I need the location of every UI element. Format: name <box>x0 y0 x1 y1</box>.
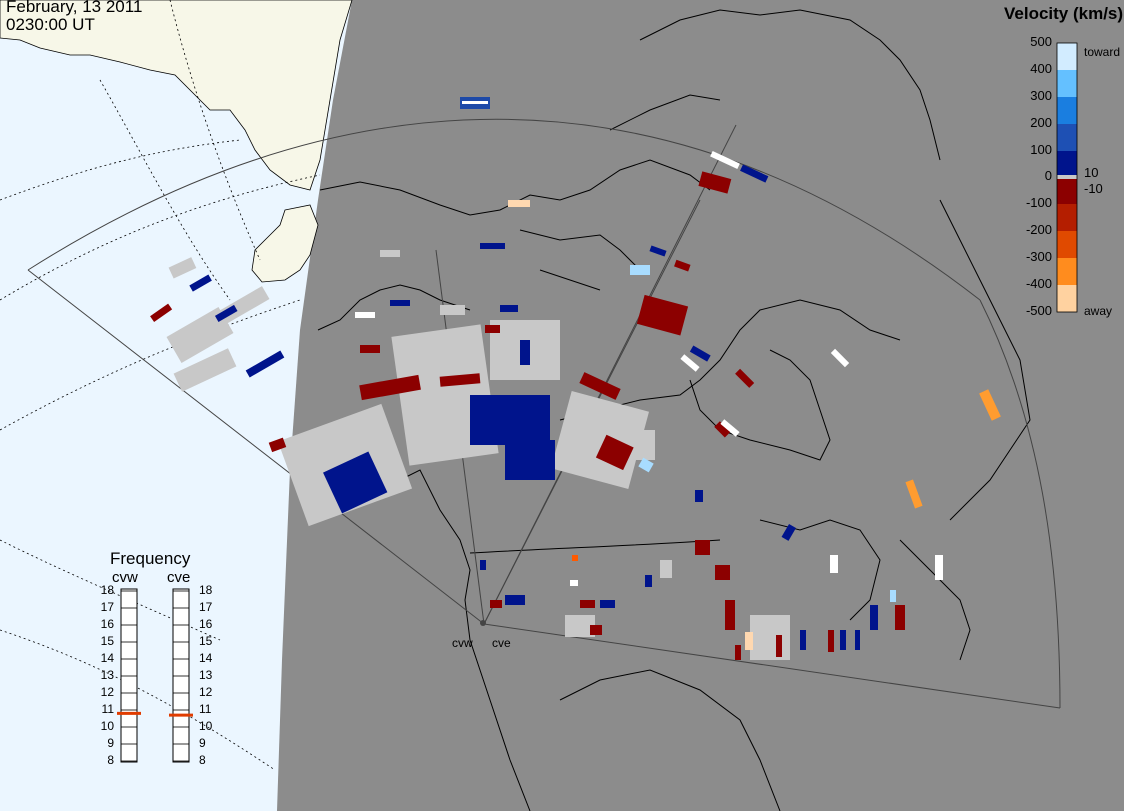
colorbar-tick: -500 <box>1025 303 1052 318</box>
colorbar-tick: -200 <box>1025 222 1052 237</box>
frequency-tick-label: 12 <box>100 685 114 699</box>
colorbar-inner-label: 10 <box>1084 165 1099 180</box>
colorbar-tick: 0 <box>1044 168 1052 183</box>
frequency-tick-label: 16 <box>100 617 114 631</box>
time-label: 0230:00 UT <box>6 15 95 34</box>
frequency-column-label: cve <box>167 569 191 586</box>
frequency-tick-label: 13 <box>199 668 213 682</box>
frequency-tick-label: 9 <box>199 736 206 750</box>
velocity-colorbar <box>1056 42 1078 313</box>
colorbar-tick: 500 <box>1030 34 1052 49</box>
colorbar-inner-label: -10 <box>1084 181 1103 196</box>
colorbar-tick: 400 <box>1030 61 1052 76</box>
frequency-tick-label: 14 <box>100 651 114 665</box>
colorbar-away-label: away <box>1084 304 1113 318</box>
colorbar-tick: -100 <box>1025 195 1052 210</box>
colorbar-tick: 200 <box>1030 115 1052 130</box>
frequency-tick-label: 11 <box>199 702 212 716</box>
field-of-view <box>27 118 1061 709</box>
coastlines <box>299 9 1031 811</box>
frequency-tick-label: 18 <box>100 583 114 597</box>
frequency-tick-label: 15 <box>199 634 213 648</box>
frequency-tick-label: 8 <box>107 753 114 767</box>
frequency-tick-label: 11 <box>101 702 114 716</box>
colorbar-tick: -300 <box>1025 249 1052 264</box>
colorbar-tick: 300 <box>1030 88 1052 103</box>
frequency-box-ticks <box>121 590 189 762</box>
frequency-tick-label: 10 <box>100 719 114 733</box>
frequency-tick-label: 18 <box>199 583 213 597</box>
colorbar-tick: 100 <box>1030 142 1052 157</box>
colorbar-title: Velocity (km/s) <box>1004 4 1124 23</box>
frequency-tick-label: 9 <box>107 736 114 750</box>
frequency-tick-label: 12 <box>199 685 213 699</box>
frequency-tick-label: 17 <box>199 600 213 614</box>
frequency-tick-label: 13 <box>100 668 114 682</box>
toward-echo-layer <box>189 164 878 650</box>
misc-echo-layer <box>355 97 1001 650</box>
frequency-tick-label: 15 <box>100 634 114 648</box>
frequency-title: Frequency <box>110 549 191 568</box>
frequency-tick-label: 17 <box>100 600 114 614</box>
frequency-column-label: cvw <box>112 569 138 586</box>
border-line <box>469 539 721 554</box>
day-land-north <box>0 0 353 191</box>
frequency-tick-label: 14 <box>199 651 213 665</box>
colorbar-toward-label: toward <box>1084 45 1121 59</box>
night-shade <box>277 0 1124 811</box>
day-land-alaska <box>251 204 319 283</box>
frequency-tick-label: 10 <box>199 719 213 733</box>
frequency-tick-label: 16 <box>199 617 213 631</box>
station-label: cvw <box>452 636 473 650</box>
frequency-tick-label: 8 <box>199 753 206 767</box>
colorbar-tick: -400 <box>1025 276 1052 291</box>
frequency-boxes <box>120 588 190 763</box>
station-label: cve <box>492 636 511 650</box>
away-echo-layer <box>150 171 905 660</box>
date-label: February, 13 2011 <box>6 0 143 16</box>
radar-station-dot <box>480 620 486 626</box>
